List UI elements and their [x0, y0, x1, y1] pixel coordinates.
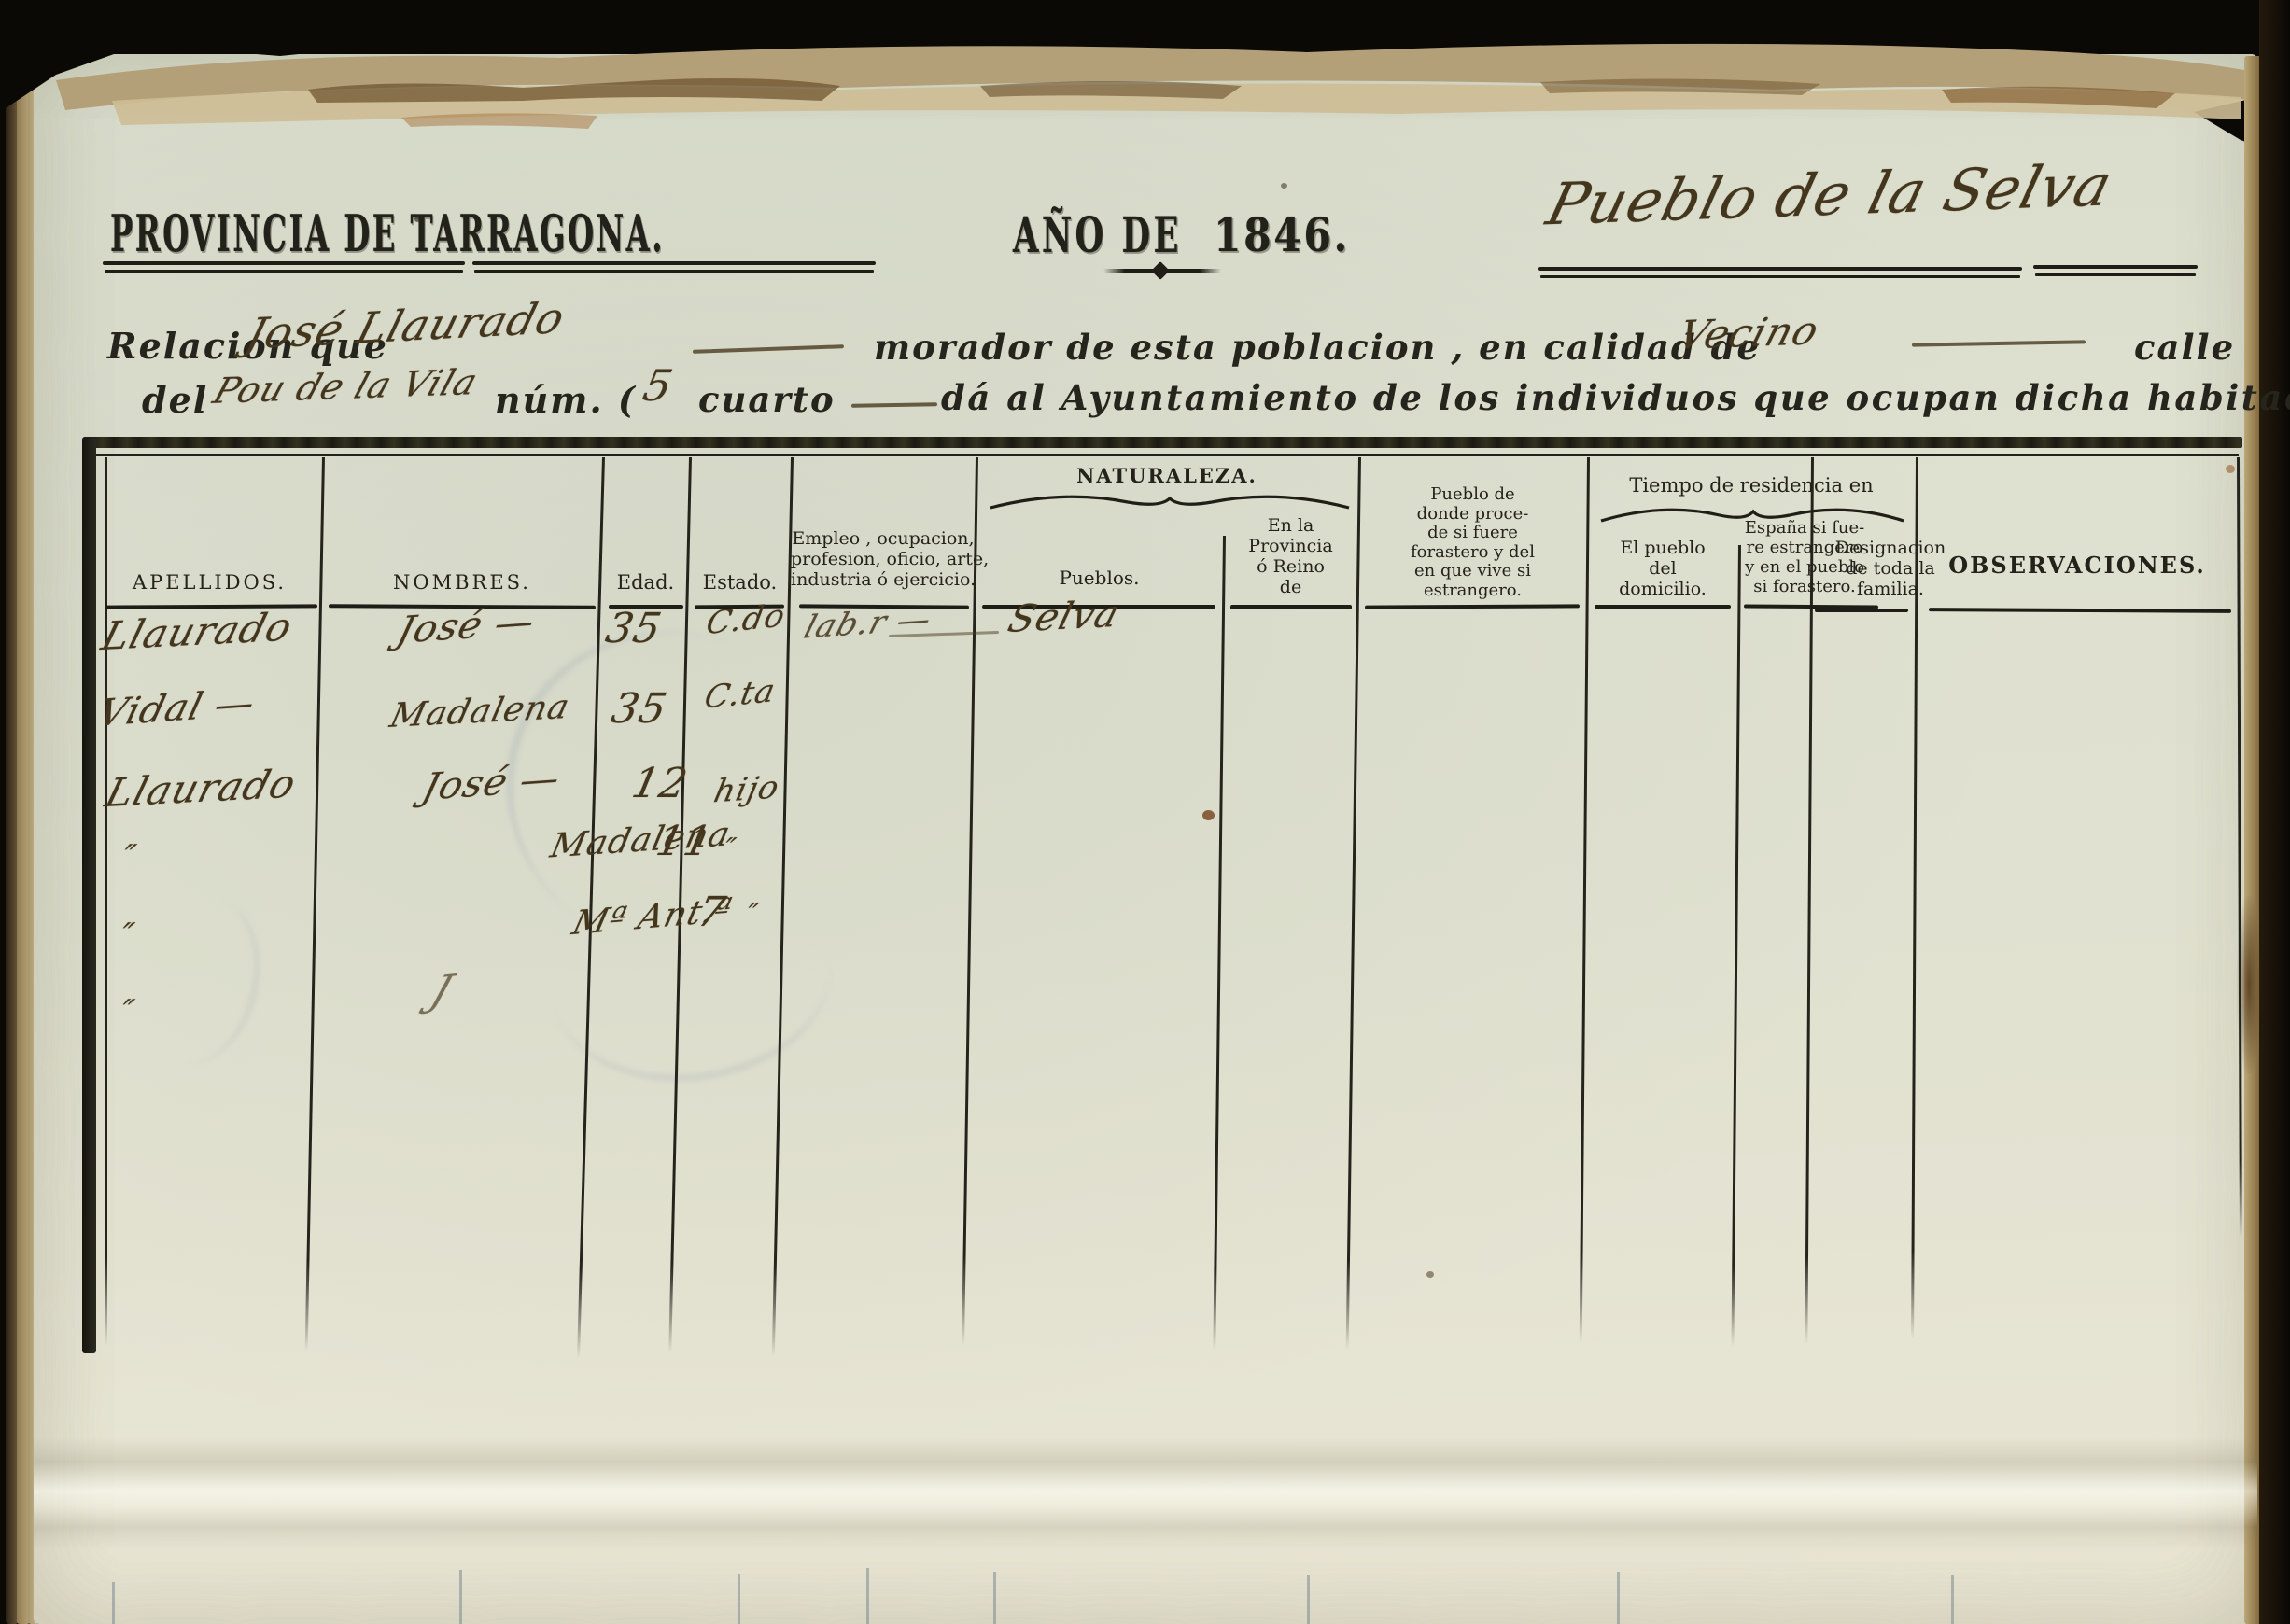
table-top-border — [90, 437, 2242, 448]
table-row-cell-edad: 35 — [607, 685, 672, 733]
stain — [414, 217, 420, 222]
header-provincia: En la Provincia ó Reino de — [1223, 515, 1358, 597]
header-empleo-line: industria ó ejercicio. — [791, 569, 976, 591]
header-edad: Edad. — [616, 571, 675, 594]
header-designacion-line: familia. — [1857, 579, 1924, 600]
header-group-tiempo: Tiempo de residencia en — [1629, 474, 1874, 497]
header-empleo: Empleo , ocupacion, profesion, oficio, a… — [791, 528, 990, 591]
table-left-border-inner — [105, 457, 107, 1346]
header-pueblo-procede: Pueblo de donde proce- de si fuere foras… — [1358, 484, 1587, 600]
table-row-cell-pueblos: Selva — [1003, 593, 1125, 641]
header-observaciones: OBSERVACIONES. — [1948, 552, 2206, 579]
header-espana-line: y en el pueblo — [1745, 556, 1864, 577]
tiempo-brace — [1600, 508, 1904, 523]
header-underline — [1230, 605, 1352, 609]
header-pueblo-procede-line: en que vive si — [1414, 561, 1531, 581]
table-row-cell-edad: 12 — [627, 760, 693, 807]
next-page-ghost-line — [1951, 1575, 1954, 1624]
province-title-rule — [103, 261, 465, 265]
year-title-label: AÑO DE — [1013, 207, 1182, 264]
header-espana-line: re estrangero — [1746, 537, 1863, 557]
table-row-cell-edad: 11 — [652, 818, 717, 865]
header-domicilio-line: domicilio. — [1619, 579, 1707, 600]
declaration-morador: morador de esta poblacion , en calidad d… — [874, 327, 1762, 368]
header-domicilio-line: El pueblo — [1620, 538, 1706, 558]
stain — [1202, 810, 1215, 820]
header-underline — [982, 605, 1215, 609]
town-rule — [1540, 275, 2020, 278]
header-empleo-line: Empleo , ocupacion, — [792, 528, 975, 549]
year-title-value: 1846. — [1214, 207, 1350, 262]
province-title: PROVINCIA DE TARRAGONA. — [110, 203, 665, 263]
header-underline — [1815, 609, 1908, 612]
calidad-handwritten: Vecino — [1673, 307, 1825, 358]
naturaleza-brace — [990, 495, 1350, 510]
declaration-cuarto: cuarto — [698, 379, 836, 420]
header-pueblos: Pueblos. — [1059, 567, 1140, 589]
next-page-ghost-line — [1617, 1572, 1620, 1624]
town-rule — [1538, 267, 2022, 271]
header-empleo-line: profesion, oficio, arte, — [791, 549, 990, 570]
header-underline — [1595, 605, 1731, 609]
header-group-naturaleza: NATURALEZA. — [1076, 464, 1257, 487]
header-apellidos: APELLIDOS. — [132, 571, 288, 594]
header-provincia-line: de — [1279, 577, 1302, 598]
stain — [2226, 465, 2235, 473]
next-page-ghost-line — [112, 1582, 115, 1624]
page-stack-left-edge — [17, 65, 30, 1624]
header-provincia-line: En la — [1267, 515, 1314, 536]
stain — [1281, 183, 1287, 189]
page-stack-right-edge — [2244, 56, 2261, 1624]
header-pueblo-procede-line: estrangero. — [1423, 580, 1523, 600]
town-rule — [2033, 265, 2198, 269]
declaration-num: núm. ( — [495, 379, 637, 421]
next-page-ghost-line — [738, 1574, 740, 1624]
header-pueblo-procede-line: Pueblo de — [1430, 484, 1515, 504]
page-stack-left-edge — [6, 84, 19, 1624]
declaration-da-al: dá al Ayuntamiento de los individuos que… — [941, 377, 2290, 418]
province-title-rule — [105, 270, 463, 273]
province-title-rule — [474, 270, 874, 273]
stain — [1426, 1271, 1434, 1278]
torn-page-top-edge — [0, 0, 2290, 159]
header-pueblo-procede-line: de si fuere — [1427, 523, 1518, 543]
header-designacion-line: Designacion — [1834, 538, 1946, 558]
table-row-cell-edad: 35 — [601, 605, 667, 652]
header-espana-line: España si fue- — [1744, 518, 1865, 538]
next-page-ghost-line — [459, 1570, 462, 1624]
header-domicilio-line: del — [1649, 558, 1677, 580]
header-espana-line: si forastero. — [1753, 576, 1856, 596]
header-provincia-line: ó Reino — [1257, 556, 1325, 578]
header-pueblo-procede-line: forastero y del — [1411, 541, 1535, 562]
declaration-calle: calle — [2134, 327, 2236, 368]
header-nombres: NOMBRES. — [393, 571, 531, 594]
table-top-border-inner — [95, 454, 2239, 456]
header-domicilio: El pueblo del domicilio. — [1587, 538, 1738, 599]
town-rule — [2035, 273, 2196, 276]
fold-crease — [34, 1437, 2257, 1549]
header-pueblo-procede-line: donde proce- — [1416, 503, 1529, 524]
declaration-del: del — [142, 379, 209, 421]
header-provincia-line: Provincia — [1248, 536, 1333, 557]
province-title-rule — [472, 261, 876, 265]
table-row-cell-estado: hijo — [710, 768, 783, 811]
header-espana: España si fue- re estrangero y en el pue… — [1725, 518, 1884, 597]
next-page-ghost-line — [993, 1572, 996, 1624]
header-designacion: Designacion de toda la familia. — [1806, 538, 1974, 599]
header-designacion-line: de toda la — [1846, 558, 1935, 580]
declaration-relacion: Relacion que — [107, 325, 388, 367]
next-page-ghost-line — [1307, 1575, 1310, 1624]
header-underline — [609, 605, 683, 609]
header-estado: Estado. — [702, 571, 778, 594]
next-page-ghost-line — [866, 1568, 869, 1624]
table-left-border — [82, 437, 96, 1353]
paper-sheet — [34, 54, 2257, 1624]
photo-backdrop-right — [2259, 0, 2290, 1624]
